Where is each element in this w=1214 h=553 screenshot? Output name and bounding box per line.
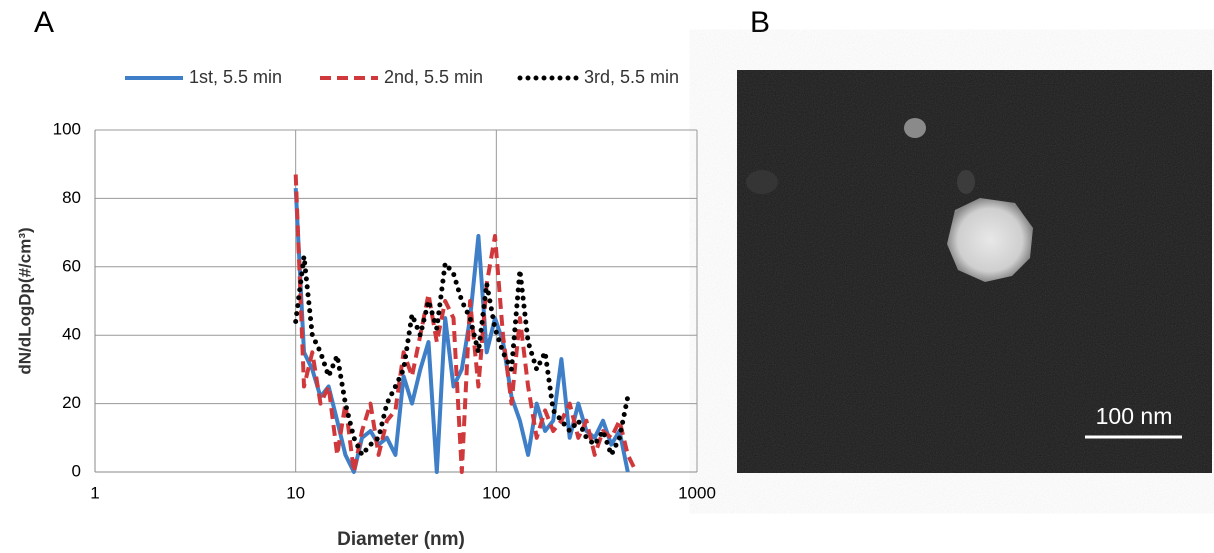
x-tick-label: 1000	[678, 483, 716, 502]
legend-label: 3rd, 5.5 min	[584, 67, 679, 87]
data-line	[293, 174, 638, 474]
y-tick-label: 60	[62, 256, 81, 275]
panel-label: B	[750, 6, 770, 39]
legend-label: 2nd, 5.5 min	[384, 67, 483, 87]
y-tick-label: 40	[62, 325, 81, 344]
y-axis-label: dN/dLogDp(#/cm³)	[15, 227, 34, 374]
x-tick-label: 1	[90, 483, 99, 502]
y-tick-label: 80	[62, 188, 81, 207]
scale-bar-label: 100 nm	[1096, 403, 1173, 429]
x-tick-label: 10	[286, 483, 305, 502]
chart: 0 20 40 60 80 100 1 10 100 1000 Diameter (nm) dN/dL…	[15, 67, 715, 550]
panel-label: A	[34, 6, 54, 39]
data-line	[293, 254, 631, 458]
x-axis-label: Diameter (nm)	[337, 529, 465, 550]
y-tick-label: 100	[53, 119, 81, 138]
sem-image: 100 nm	[737, 70, 1212, 473]
legend-label: 1st, 5.5 min	[189, 67, 282, 87]
y-tick-label: 0	[72, 461, 81, 480]
data-line	[293, 187, 630, 474]
x-tick-label: 100	[482, 483, 510, 502]
y-tick-label: 20	[62, 393, 81, 412]
